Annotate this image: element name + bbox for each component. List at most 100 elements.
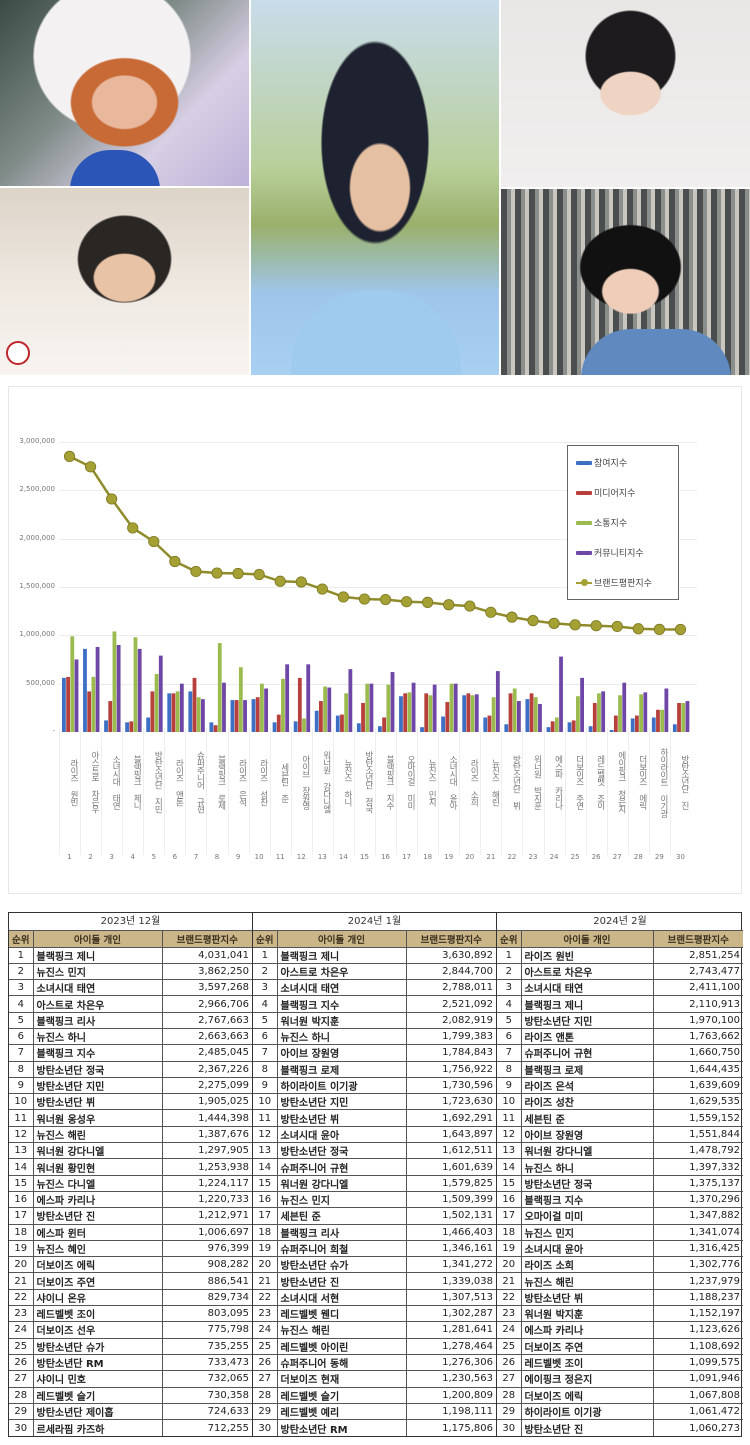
x-category-label: 하이라이트 이기광 bbox=[658, 747, 669, 817]
rank-cell: 1 bbox=[497, 946, 522, 964]
table-row: 4 아스트로 차은우 2,966,706 bbox=[9, 995, 252, 1013]
y-tick-label: - bbox=[52, 727, 55, 735]
idol-name-cell: 방탄소년단 RM bbox=[276, 1419, 407, 1436]
bar-3 bbox=[449, 683, 454, 732]
idol-name-cell: 더보이즈 에릭 bbox=[520, 1386, 654, 1404]
rank-cell: 17 bbox=[497, 1207, 522, 1225]
bar-2 bbox=[592, 703, 597, 732]
column-header: 아이돌 개인 bbox=[276, 931, 407, 948]
brand-index-cell: 724,633 bbox=[161, 1402, 252, 1421]
legend-label: 소통지수 bbox=[594, 519, 628, 529]
photo-bottom-right bbox=[501, 189, 750, 375]
x-separator bbox=[648, 727, 650, 855]
x-separator bbox=[332, 727, 334, 855]
rank-cell: 5 bbox=[497, 1011, 522, 1029]
bar-3 bbox=[491, 697, 496, 732]
bar-4 bbox=[74, 659, 79, 732]
brand-index-cell: 732,065 bbox=[161, 1370, 252, 1388]
column-header: 순위 bbox=[497, 931, 522, 948]
idol-name-cell: 하이라이트 이기광 bbox=[276, 1076, 407, 1095]
idol-name-cell: 에스파 카리나 bbox=[520, 1321, 654, 1339]
x-category-label: 더보이즈 주연 bbox=[574, 755, 585, 809]
x-category-label: 에스파 카리나 bbox=[553, 755, 564, 809]
brand-index-cell: 3,597,268 bbox=[161, 979, 252, 997]
rank-cell: 2 bbox=[497, 962, 522, 981]
idol-name-cell: 방탄소년단 뷔 bbox=[276, 1109, 407, 1127]
rank-cell: 16 bbox=[497, 1190, 522, 1209]
bar-3 bbox=[323, 686, 327, 732]
idol-name-cell: 소녀시대 윤아 bbox=[276, 1125, 407, 1144]
idol-name-cell: 블랙핑크 제니 bbox=[32, 946, 163, 964]
table-row: 17 세븐틴 준 1,502,131 bbox=[253, 1207, 496, 1225]
ranking-tables: 2023년 12월 순위 아이돌 개인 브랜드평판지수 1 블랙핑크 제니 4,031,04… bbox=[8, 912, 743, 1437]
legend-swatch-icon bbox=[576, 520, 592, 525]
idol-name-cell: 뉴진스 민지 bbox=[32, 962, 163, 981]
table-row: 2 아스트로 차은우 2,743,477 bbox=[497, 962, 743, 981]
rank-cell: 19 bbox=[253, 1239, 278, 1258]
line-marker bbox=[85, 461, 97, 473]
legend-item: 커뮤니티지수 bbox=[576, 546, 644, 559]
bar-3 bbox=[681, 703, 686, 732]
table-row: 15 뉴진스 다니엘 1,224,117 bbox=[9, 1174, 252, 1192]
brand-index-cell: 1,579,825 bbox=[405, 1174, 496, 1192]
idol-name-cell: 뉴진스 혜인 bbox=[32, 1239, 163, 1258]
bar-3 bbox=[112, 631, 117, 732]
bar-1 bbox=[209, 722, 214, 732]
brand-index-cell: 1,478,792 bbox=[652, 1142, 743, 1160]
brand-index-cell: 829,734 bbox=[161, 1288, 252, 1307]
idol-name-cell: 방탄소년단 진 bbox=[276, 1272, 407, 1290]
rank-cell: 19 bbox=[9, 1239, 34, 1258]
rank-cell: 9 bbox=[253, 1076, 278, 1095]
brand-index-cell: 1,397,332 bbox=[652, 1158, 743, 1176]
idol-name-cell: 슈퍼주니어 동해 bbox=[276, 1353, 407, 1372]
rank-cell: 25 bbox=[9, 1337, 34, 1355]
brand-index-cell: 1,346,161 bbox=[405, 1239, 496, 1258]
brand-index-cell: 1,108,692 bbox=[652, 1337, 743, 1355]
table-row: 23 레드벨벳 조이 803,095 bbox=[9, 1305, 252, 1323]
bar-4 bbox=[643, 692, 648, 732]
table-row: 30 방탄소년단 진 1,060,273 bbox=[497, 1419, 743, 1436]
table-row: 28 레드벨벳 슬기 1,200,809 bbox=[253, 1386, 496, 1404]
idol-name-cell: 소녀시대 태연 bbox=[520, 979, 654, 997]
line-marker bbox=[527, 615, 539, 627]
rank-cell: 21 bbox=[9, 1272, 34, 1290]
idol-name-cell: 라이즈 앤톤 bbox=[520, 1027, 654, 1046]
brand-index-cell: 1,629,535 bbox=[652, 1093, 743, 1111]
table-row: 4 블랙핑크 제니 2,110,913 bbox=[497, 995, 743, 1013]
brand-index-cell: 1,091,946 bbox=[652, 1370, 743, 1388]
bar-4 bbox=[116, 645, 121, 732]
brand-index-cell: 908,282 bbox=[161, 1256, 252, 1274]
bar-3 bbox=[260, 683, 264, 732]
brand-index-cell: 1,509,399 bbox=[405, 1190, 496, 1209]
bar-4 bbox=[390, 672, 395, 732]
x-category-label: 블랙핑크 제니 bbox=[131, 755, 142, 809]
rank-cell: 23 bbox=[253, 1305, 278, 1323]
bar-3 bbox=[154, 674, 159, 732]
idol-name-cell: 에스파 윈터 bbox=[32, 1223, 163, 1241]
x-number-label: 20 bbox=[465, 853, 475, 861]
brand-index-cell: 1,502,131 bbox=[405, 1207, 496, 1225]
rank-cell: 10 bbox=[497, 1093, 522, 1111]
bar-4 bbox=[517, 701, 521, 732]
x-separator bbox=[227, 727, 229, 855]
brand-index-cell: 1,297,905 bbox=[161, 1142, 252, 1160]
bar-2 bbox=[213, 725, 218, 732]
idol-name-cell: 블랙핑크 리사 bbox=[32, 1011, 163, 1029]
brand-index-cell: 733,473 bbox=[161, 1353, 252, 1372]
rank-cell: 30 bbox=[9, 1419, 34, 1436]
bar-1 bbox=[230, 700, 235, 732]
x-separator bbox=[396, 727, 398, 855]
brand-index-cell: 1,756,922 bbox=[405, 1060, 496, 1078]
column-header: 브랜드평판지수 bbox=[161, 931, 252, 948]
x-separator bbox=[480, 727, 482, 855]
rank-cell: 11 bbox=[9, 1109, 34, 1127]
table-row: 22 방탄소년단 뷔 1,188,237 bbox=[497, 1288, 743, 1307]
brand-index-cell: 1,281,641 bbox=[405, 1321, 496, 1339]
bar-4 bbox=[622, 682, 627, 732]
brand-index-cell: 775,798 bbox=[161, 1321, 252, 1339]
rank-cell: 17 bbox=[253, 1207, 278, 1225]
table-row: 29 방탄소년단 제이홉 724,633 bbox=[9, 1402, 252, 1421]
bar-4 bbox=[432, 684, 437, 732]
idol-name-cell: 방탄소년단 진 bbox=[32, 1207, 163, 1225]
idol-name-cell: 워너원 박지훈 bbox=[520, 1305, 654, 1323]
